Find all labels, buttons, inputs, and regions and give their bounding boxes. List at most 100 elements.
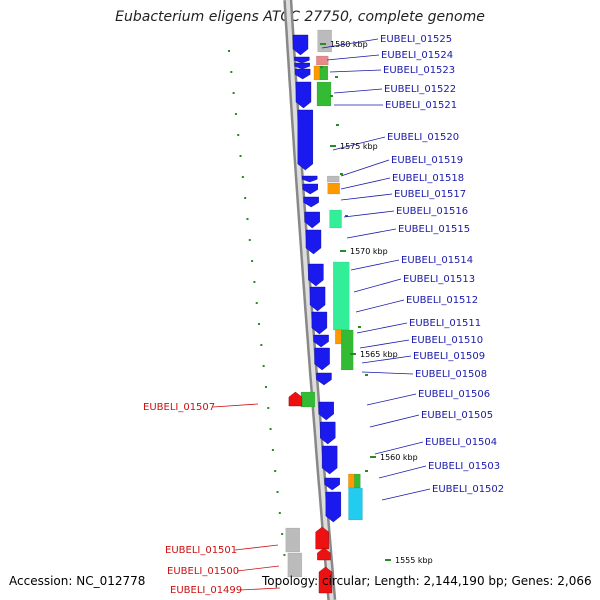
kbp-tick	[370, 456, 376, 458]
gene-label[interactable]: EUBELI_01516	[396, 206, 468, 217]
tick-dot	[260, 344, 263, 346]
feature-box	[340, 329, 354, 371]
tick-dot	[281, 533, 284, 535]
label-leader	[366, 393, 417, 406]
gene-label[interactable]: EUBELI_01504	[425, 437, 497, 448]
gene-label[interactable]: EUBELI_01520	[387, 132, 459, 143]
kbp-label: 1575 kbp	[340, 142, 378, 151]
tick-dot	[283, 554, 286, 556]
tick-dot	[262, 365, 265, 367]
tick-dot	[239, 155, 242, 157]
feature-box	[329, 209, 342, 229]
minor-tick	[335, 76, 338, 78]
label-leader	[329, 69, 382, 73]
gene-label[interactable]: EUBELI_01510	[411, 335, 483, 346]
feature-box	[285, 527, 301, 553]
tick-dot	[228, 50, 230, 52]
feature-box	[319, 65, 329, 81]
forward-gene-arrow	[325, 491, 342, 523]
gene-label[interactable]: EUBELI_01515	[398, 224, 470, 235]
gene-label[interactable]: EUBELI_01522	[384, 84, 456, 95]
tick-dot	[251, 260, 254, 262]
tick-dot	[234, 113, 237, 115]
gene-label[interactable]: EUBELI_01505	[421, 410, 493, 421]
feature-box	[334, 329, 342, 345]
kbp-tick	[340, 250, 346, 252]
accession-text: Accession: NC_012778	[9, 574, 146, 588]
gene-label[interactable]: EUBELI_01514	[401, 255, 473, 266]
minor-tick	[340, 173, 343, 175]
gene-label[interactable]: EUBELI_01508	[415, 369, 487, 380]
forward-gene-arrow	[314, 347, 330, 371]
tick-dot	[264, 386, 267, 388]
forward-gene-arrow	[295, 81, 312, 109]
feature-box	[316, 55, 329, 66]
minor-tick	[358, 326, 361, 328]
minor-tick	[330, 95, 333, 97]
gene-label[interactable]: EUBELI_01512	[406, 295, 478, 306]
gene-label[interactable]: EUBELI_01500	[167, 566, 239, 577]
kbp-ruler: 1580 kbp 1575 kbp 1570 kbp 1565 kbp 1560 kbp…	[320, 40, 433, 565]
gene-label[interactable]: EUBELI_01517	[394, 189, 466, 200]
gene-label[interactable]: EUBELI_01524	[381, 50, 453, 61]
gene-label[interactable]: EUBELI_01523	[383, 65, 455, 76]
tick-dot	[246, 218, 249, 220]
minor-tick	[320, 66, 323, 68]
reverse-gene-arrow	[288, 391, 303, 407]
feature-box	[348, 487, 363, 521]
feature-box	[326, 175, 340, 183]
forward-gene-arrow	[304, 211, 320, 229]
minor-tick	[336, 124, 339, 126]
gene-label[interactable]: EUBELI_01506	[418, 389, 490, 400]
forward-gene-arrow	[324, 477, 340, 491]
gene-label[interactable]: EUBELI_01513	[403, 274, 475, 285]
gene-label[interactable]: EUBELI_01525	[380, 34, 452, 45]
tick-dot	[248, 239, 251, 241]
reverse-gene-arrow	[318, 566, 333, 594]
forward-gene-arrow	[302, 183, 318, 195]
kbp-label: 1555 kbp	[395, 556, 433, 565]
gene-label[interactable]: EUBELI_01509	[413, 351, 485, 362]
feature-box	[317, 29, 332, 53]
kbp-tick	[350, 353, 356, 355]
forward-gene-arrow	[302, 175, 318, 183]
tick-dot	[274, 470, 277, 472]
feature-track	[285, 29, 363, 578]
gene-track	[288, 34, 342, 594]
gene-label[interactable]: EUBELI_01503	[428, 461, 500, 472]
gene-label[interactable]: EUBELI_01518	[392, 173, 464, 184]
label-leader	[359, 339, 410, 349]
gene-label[interactable]: EUBELI_01499	[170, 585, 242, 596]
kbp-tick	[320, 43, 326, 45]
label-leader	[378, 465, 427, 479]
gene-labels[interactable]: EUBELI_01525 EUBELI_01524 EUBELI_01523 EUBE…	[143, 34, 504, 596]
forward-gene-arrow	[303, 196, 319, 208]
kbp-label: 1580 kbp	[330, 40, 368, 49]
forward-gene-arrow	[292, 34, 309, 56]
gene-label[interactable]: EUBELI_01521	[385, 100, 457, 111]
label-leader	[234, 544, 279, 551]
gene-label[interactable]: EUBELI_01511	[409, 318, 481, 329]
gene-label[interactable]: EUBELI_01519	[391, 155, 463, 166]
kbp-label: 1560 kbp	[380, 453, 418, 462]
topology-text: Topology: circular; Length: 2,144,190 bp…	[262, 574, 592, 588]
feature-box	[354, 473, 361, 489]
label-leader	[332, 136, 386, 151]
gene-label[interactable]: EUBELI_01507	[143, 402, 215, 413]
label-leader	[361, 355, 412, 364]
label-leader	[236, 565, 280, 572]
forward-gene-arrow	[309, 286, 326, 312]
tick-dot	[244, 197, 247, 199]
tick-dot	[276, 491, 279, 493]
gene-label[interactable]: EUBELI_01501	[165, 545, 237, 556]
gene-label[interactable]: EUBELI_01502	[432, 484, 504, 495]
forward-gene-arrow	[313, 334, 329, 348]
tick-dot	[237, 134, 240, 136]
label-leader	[340, 193, 393, 201]
tick-dot	[241, 176, 244, 178]
forward-gene-arrow	[305, 229, 322, 255]
label-leader	[369, 414, 420, 428]
label-leader	[321, 38, 379, 49]
feature-box	[300, 391, 316, 408]
